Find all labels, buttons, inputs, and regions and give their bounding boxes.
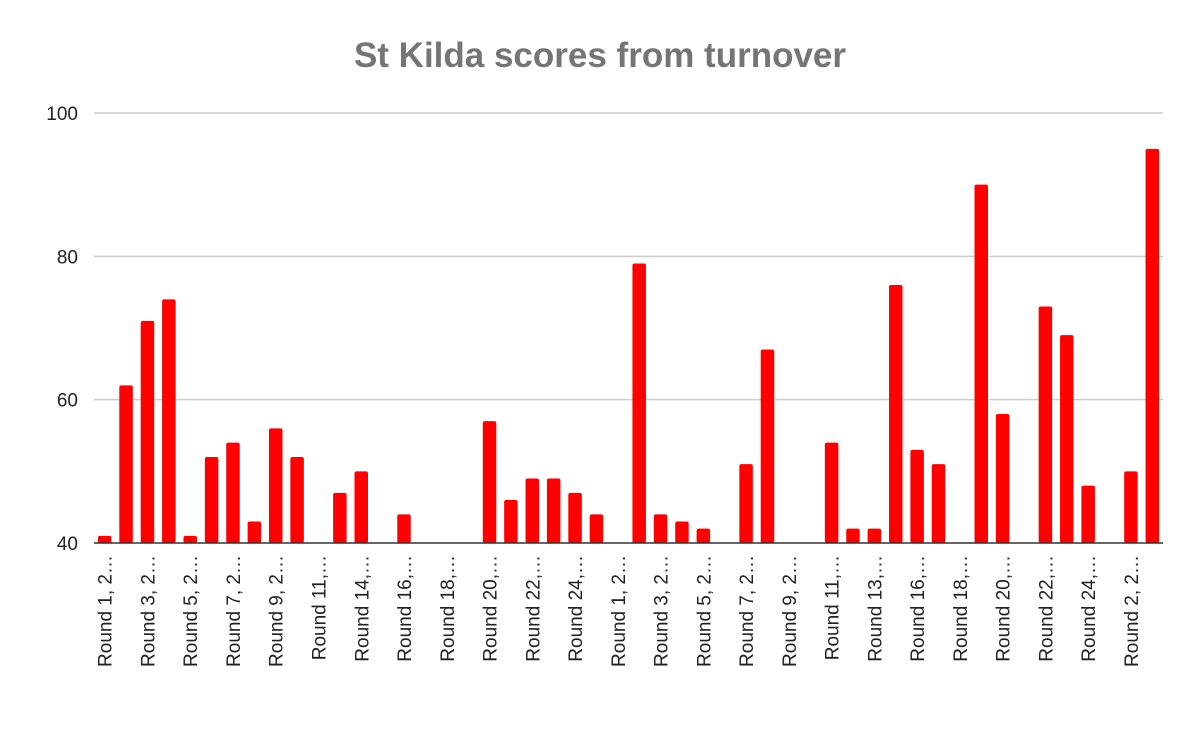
x-tick-label: Round 16,…	[395, 555, 416, 662]
bar	[162, 299, 176, 543]
y-tick-label: 40	[57, 534, 78, 555]
x-tick-label: Round 11,…	[823, 555, 844, 660]
bar	[183, 535, 197, 543]
x-tick-label: Round 7, 2…	[737, 555, 758, 667]
bar	[931, 464, 946, 543]
bar	[1081, 485, 1095, 543]
x-tick-label: Round 20,…	[994, 555, 1015, 662]
x-tick-label: Round 13,…	[865, 555, 886, 662]
y-tick-label: 80	[57, 247, 78, 268]
bar	[354, 471, 368, 543]
bar	[568, 492, 582, 543]
bar	[910, 449, 924, 543]
x-tick-label: Round 5, 2…	[181, 555, 202, 667]
x-tick-label: Round 22,…	[523, 555, 544, 662]
x-tick-label: Round 2, 2…	[1122, 555, 1143, 667]
bar	[204, 457, 219, 543]
x-tick-label: Round 1, 2…	[609, 555, 630, 667]
chart-title: St Kilda scores from turnover	[354, 36, 846, 75]
x-tick-label: Round 1, 2…	[96, 555, 117, 667]
bar	[1145, 148, 1160, 544]
bar	[247, 521, 262, 543]
bar	[589, 514, 604, 543]
y-tick-label: 100	[46, 104, 78, 125]
bar	[119, 385, 133, 543]
bar	[1038, 306, 1053, 543]
x-tick-label: Round 18,…	[438, 555, 459, 662]
bar	[653, 514, 668, 543]
gridlines	[94, 112, 1163, 401]
bar	[397, 514, 411, 543]
bar	[846, 528, 860, 543]
bar	[290, 457, 304, 543]
x-tick-label: Round 11,…	[309, 555, 330, 660]
x-tick-label: Round 3, 2…	[652, 555, 673, 667]
bars	[97, 148, 1160, 544]
x-tick-label: Round 20,…	[481, 555, 502, 662]
x-tick-label: Round 5, 2…	[694, 555, 715, 667]
bar	[226, 442, 240, 543]
bar	[268, 428, 283, 543]
bar	[675, 521, 689, 543]
x-tick-label: Round 9, 2…	[780, 555, 801, 667]
bar	[889, 285, 903, 543]
bar	[1060, 335, 1074, 543]
bar	[696, 528, 711, 543]
x-tick-label: Round 7, 2…	[224, 555, 245, 667]
bar	[632, 263, 646, 543]
bar	[525, 478, 540, 543]
x-tick-label: Round 22,…	[1036, 555, 1057, 662]
x-tick-label: Round 9, 2…	[267, 555, 288, 667]
bar	[546, 478, 561, 543]
y-axis-ticks: 40 60 80 100	[46, 104, 78, 555]
bar	[1124, 471, 1138, 543]
bar	[504, 500, 518, 543]
x-axis-ticks: Round 1, 2… Round 3, 2… Round 5, 2… Round 7…	[96, 555, 1143, 667]
x-tick-label: Round 16,…	[908, 555, 929, 662]
bar	[482, 421, 497, 543]
x-tick-label: Round 3, 2…	[138, 555, 159, 667]
bar	[824, 442, 839, 543]
bar	[995, 414, 1010, 543]
x-tick-label: Round 18,…	[951, 555, 972, 662]
bar	[333, 492, 347, 543]
bar	[140, 320, 155, 543]
bar	[867, 528, 882, 543]
y-tick-label: 60	[57, 391, 78, 412]
bar	[760, 349, 775, 543]
x-tick-label: Round 24,…	[566, 555, 587, 662]
bar	[974, 184, 989, 543]
bar	[739, 464, 753, 543]
x-tick-label: Round 24,…	[1079, 555, 1100, 662]
x-tick-label: Round 14,…	[352, 555, 373, 662]
bar	[97, 535, 112, 543]
